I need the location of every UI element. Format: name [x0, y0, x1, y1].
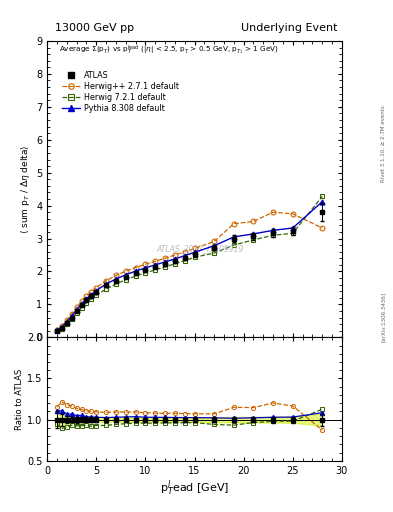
- Y-axis label: Ratio to ATLAS: Ratio to ATLAS: [15, 369, 24, 430]
- Text: 13000 GeV pp: 13000 GeV pp: [55, 23, 134, 33]
- Y-axis label: $\langle$ sum p$_T$ / $\Delta\eta$ delta$\rangle$: $\langle$ sum p$_T$ / $\Delta\eta$ delta…: [19, 144, 32, 234]
- Text: Underlying Event: Underlying Event: [241, 23, 338, 33]
- Text: ATLAS_2017_I1509919: ATLAS_2017_I1509919: [157, 244, 244, 253]
- X-axis label: p$_T^l$ead [GeV]: p$_T^l$ead [GeV]: [160, 478, 229, 498]
- Text: Average $\Sigma$(p$_T$) vs p$_T^{\rm lead}$ ($|\eta|$ < 2.5, p$_T$ > 0.5 GeV, p$: Average $\Sigma$(p$_T$) vs p$_T^{\rm lea…: [59, 44, 279, 57]
- Legend: ATLAS, Herwig++ 2.7.1 default, Herwig 7.2.1 default, Pythia 8.308 default: ATLAS, Herwig++ 2.7.1 default, Herwig 7.…: [60, 69, 182, 116]
- Text: Rivet 3.1.10, ≥ 2.7M events: Rivet 3.1.10, ≥ 2.7M events: [381, 105, 386, 182]
- Text: [arXiv:1306.3436]: [arXiv:1306.3436]: [381, 292, 386, 343]
